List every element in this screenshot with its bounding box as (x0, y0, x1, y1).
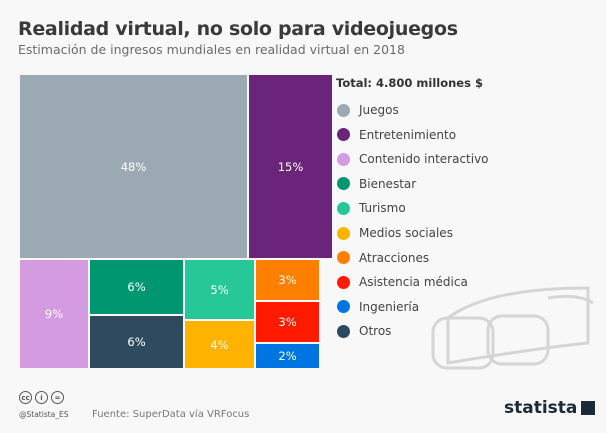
chart-subtitle: Estimación de ingresos mundiales en real… (18, 42, 405, 57)
data-label: 6% (127, 280, 146, 294)
treemap-cell-ingenier-a: 2% (255, 343, 320, 369)
treemap-cell-entretenimiento: 15% (248, 74, 333, 259)
legend-dot-icon (337, 152, 350, 166)
nd-icon: = (51, 391, 64, 404)
treemap-cell-turismo: 5% (184, 259, 255, 320)
legend-dot-icon (337, 226, 350, 240)
legend-label: Atracciones (359, 250, 430, 265)
legend-item: Asistencia médica (337, 275, 468, 289)
legend-dot-icon (337, 300, 350, 314)
statista-logo: statista (504, 398, 596, 418)
twitter-handle: @Statista_ES (19, 410, 69, 419)
data-label: 48% (120, 159, 147, 174)
by-icon: i (35, 391, 48, 404)
legend-label: Contenido interactivo (359, 152, 489, 167)
data-label: 15% (277, 159, 304, 174)
legend-label: Turismo (359, 201, 406, 216)
legend-label: Juegos (359, 103, 399, 117)
legend-label: Bienestar (359, 176, 417, 191)
total-label: Total: 4.800 millones $ (336, 76, 483, 90)
legend-item: Otros (337, 324, 391, 338)
legend-dot-icon (337, 324, 350, 338)
data-label: 3% (278, 273, 297, 287)
legend-item: Atracciones (337, 251, 429, 265)
data-label: 9% (44, 307, 64, 321)
legend-item: Bienestar (337, 177, 416, 191)
legend-dot-icon (337, 128, 350, 142)
legend-dot-icon (337, 275, 350, 289)
legend-label: Ingeniería (359, 299, 420, 314)
chart-title: Realidad virtual, no solo para videojueg… (18, 18, 458, 40)
data-label: 6% (127, 335, 146, 349)
treemap-cell-asistencia-m-dica: 3% (255, 301, 320, 343)
legend-item: Ingeniería (337, 300, 419, 314)
legend-label: Otros (359, 324, 392, 339)
legend-label: Entretenimiento (359, 127, 457, 142)
data-label: 3% (278, 315, 297, 329)
logo-mark-icon (581, 401, 596, 415)
treemap-cell-medios-sociales: 4% (184, 320, 255, 369)
data-label: 2% (278, 349, 297, 363)
license-icons: cc i = (19, 391, 64, 404)
legend-item: Medios sociales (337, 226, 453, 240)
legend-dot-icon (337, 201, 350, 215)
vr-headset-icon (431, 286, 594, 370)
legend-item: Juegos (337, 103, 399, 117)
legend-dot-icon (337, 103, 350, 117)
legend-item: Turismo (337, 201, 406, 215)
legend-label: Asistencia médica (359, 275, 468, 290)
legend-dot-icon (337, 177, 350, 191)
treemap-cell-atracciones: 3% (255, 259, 320, 301)
treemap-cell-bienestar: 6% (89, 259, 184, 315)
legend-item: Entretenimiento (337, 128, 456, 142)
legend-label: Medios sociales (359, 226, 453, 240)
data-label: 5% (210, 282, 229, 297)
legend-dot-icon (337, 251, 350, 265)
treemap-cell-juegos: 48% (19, 74, 248, 259)
legend-item: Contenido interactivo (337, 152, 489, 166)
treemap-cell-contenido-interactivo: 9% (19, 259, 89, 369)
source-text: Fuente: SuperData vía VRFocus (92, 409, 250, 420)
cc-icon: cc (19, 391, 32, 404)
treemap-cell-otros: 6% (89, 315, 184, 369)
data-label: 4% (210, 337, 229, 352)
